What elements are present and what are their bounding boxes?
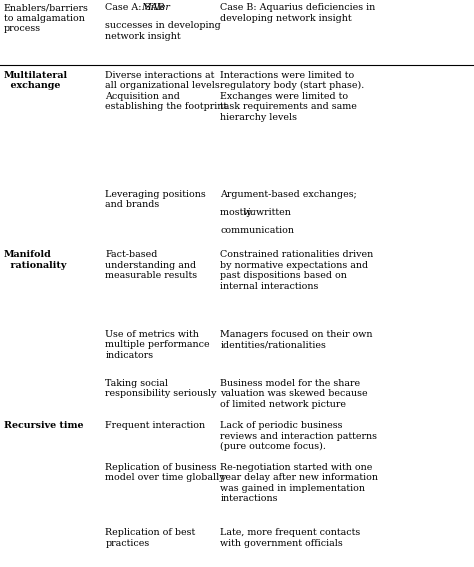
Text: Interactions were limited to
regulatory body (start phase).
Exchanges were limit: Interactions were limited to regulatory … xyxy=(220,71,365,122)
Text: Case A: SAB: Case A: SAB xyxy=(105,3,165,12)
Text: Manifold
  rationality: Manifold rationality xyxy=(4,251,66,270)
Text: successes in developing
network insight: successes in developing network insight xyxy=(105,22,221,41)
Text: Late, more frequent contacts
with government officials: Late, more frequent contacts with govern… xyxy=(220,528,361,548)
Text: written: written xyxy=(253,208,291,217)
Text: Leveraging positions
and brands: Leveraging positions and brands xyxy=(105,190,206,209)
Text: mostly: mostly xyxy=(220,208,255,217)
Text: Re-negotiation started with one
year delay after new information
was gained in i: Re-negotiation started with one year del… xyxy=(220,463,378,503)
Text: Recursive time: Recursive time xyxy=(4,421,83,430)
Text: Business model for the share
valuation was skewed because
of limited network pic: Business model for the share valuation w… xyxy=(220,379,368,409)
Text: Lack of periodic business
reviews and interaction patterns
(pure outcome focus).: Lack of periodic business reviews and in… xyxy=(220,421,377,451)
Text: Use of metrics with
multiple performance
indicators: Use of metrics with multiple performance… xyxy=(105,330,210,359)
Text: Case B: Aquarius deficiencies in
developing network insight: Case B: Aquarius deficiencies in develop… xyxy=(220,3,376,23)
Text: Argument-based exchanges;: Argument-based exchanges; xyxy=(220,190,357,199)
Text: communication: communication xyxy=(220,226,294,235)
Text: via: via xyxy=(243,208,257,217)
Text: Multilateral
  exchange: Multilateral exchange xyxy=(4,71,68,90)
Text: Miller: Miller xyxy=(141,3,170,12)
Text: Managers focused on their own
identities/rationalities: Managers focused on their own identities… xyxy=(220,330,373,349)
Text: Constrained rationalities driven
by normative expectations and
past dispositions: Constrained rationalities driven by norm… xyxy=(220,251,374,291)
Text: Frequent interaction: Frequent interaction xyxy=(105,421,205,430)
Text: Fact-based
understanding and
measurable results: Fact-based understanding and measurable … xyxy=(105,251,197,280)
Text: Replication of business
model over time globally: Replication of business model over time … xyxy=(105,463,225,483)
Text: Taking social
responsibility seriously: Taking social responsibility seriously xyxy=(105,379,217,399)
Text: Diverse interactions at
all organizational levels
Acquisition and
establishing t: Diverse interactions at all organization… xyxy=(105,71,228,111)
Text: Enablers/barriers
to amalgamation
process: Enablers/barriers to amalgamation proces… xyxy=(4,3,89,33)
Text: Replication of best
practices: Replication of best practices xyxy=(105,528,195,548)
